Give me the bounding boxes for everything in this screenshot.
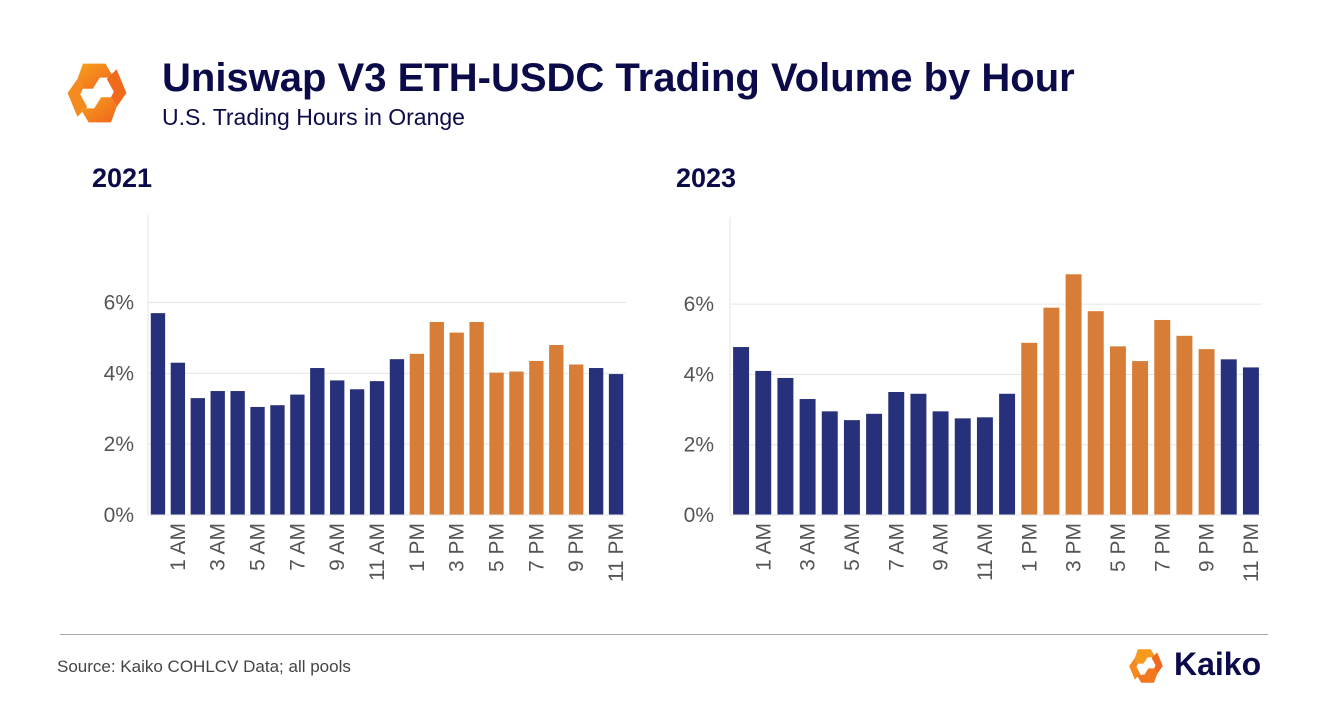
bar — [1132, 361, 1149, 515]
bar — [290, 394, 305, 515]
panel-title-2023: 2023 — [676, 163, 737, 193]
x-tick-label: 3 PM — [446, 523, 469, 572]
bar — [250, 406, 265, 515]
bar — [409, 353, 425, 515]
bar — [429, 321, 444, 515]
chart-subtitle: U.S. Trading Hours in Orange — [162, 104, 465, 130]
y-tick-label: 0% — [104, 504, 134, 527]
x-tick-label: 1 PM — [406, 523, 429, 572]
bar-chart-2021: 0% 2% 4% 6% 1 AM 3 AM 5 AM 7 AM 9 AM 11 AM 1 PM 3 P… — [104, 215, 628, 582]
bar — [1021, 342, 1038, 515]
bar — [821, 411, 838, 515]
bar — [389, 359, 405, 515]
x-tick-label: 5 PM — [1107, 523, 1130, 572]
bar — [569, 364, 584, 515]
x-tick-label: 3 PM — [1063, 523, 1086, 572]
bar — [755, 370, 772, 515]
bar — [330, 380, 345, 515]
bar — [369, 381, 385, 515]
x-tick-label: 9 AM — [930, 523, 953, 571]
bar — [230, 391, 245, 515]
x-tick-label: 11 AM — [366, 523, 389, 581]
x-tick-label: 1 AM — [167, 523, 190, 571]
bar — [310, 368, 325, 515]
bar — [1154, 319, 1171, 515]
x-tick-label: 9 AM — [326, 523, 349, 571]
footer-divider — [60, 634, 1268, 635]
x-tick-label: 1 AM — [752, 523, 775, 571]
bar — [843, 420, 860, 515]
bar — [529, 360, 544, 515]
bar — [469, 321, 484, 515]
bar — [449, 332, 464, 515]
x-tick-label: 5 AM — [247, 523, 270, 571]
bar — [1242, 367, 1259, 515]
bar — [866, 413, 883, 515]
x-tick-label: 3 AM — [797, 523, 820, 571]
x-tick-label: 11 AM — [974, 523, 997, 581]
bar — [509, 371, 524, 515]
y-tick-label: 4% — [684, 363, 714, 386]
y-tick-label: 0% — [684, 504, 714, 527]
y-tick-label: 6% — [684, 293, 714, 316]
bar — [549, 345, 564, 515]
x-tick-label: 7 PM — [525, 523, 548, 572]
bar — [1220, 359, 1237, 515]
x-tick-label: 7 PM — [1151, 523, 1174, 572]
brand-name: Kaiko — [1174, 646, 1262, 682]
x-tick-label: 7 AM — [885, 523, 908, 571]
x-tick-label: 7 AM — [286, 523, 309, 571]
kaiko-brand: Kaiko — [1126, 644, 1286, 688]
bar — [1087, 311, 1104, 515]
x-tick-label: 9 PM — [565, 523, 588, 572]
bar — [489, 372, 504, 515]
y-tick-label: 2% — [684, 434, 714, 457]
bar — [888, 392, 905, 515]
bar — [910, 393, 927, 515]
bar — [976, 417, 993, 515]
bar — [1109, 346, 1126, 515]
x-tick-label: 3 AM — [207, 523, 230, 571]
x-tick-label: 5 PM — [486, 523, 509, 572]
x-tick-label: 1 PM — [1018, 523, 1041, 572]
bar — [270, 405, 285, 515]
bar — [1043, 307, 1060, 515]
y-tick-label: 6% — [104, 292, 134, 315]
kaiko-logo-icon — [67, 63, 127, 123]
bar-chart-2023: 0% 2% 4% 6% 1 AM 3 AM 5 AM 7 AM 9 AM 11 AM 1 PM 3 P… — [684, 217, 1263, 582]
x-tick-label: 11 PM — [605, 523, 628, 582]
panel-title-2021: 2021 — [92, 163, 153, 193]
x-tick-label: 5 AM — [841, 523, 864, 571]
bar — [190, 398, 205, 515]
bar — [150, 313, 166, 515]
bar — [799, 399, 816, 515]
bar — [999, 393, 1016, 515]
bar — [932, 411, 949, 515]
bar — [733, 347, 750, 515]
bar — [1065, 274, 1082, 515]
bar — [1176, 335, 1193, 515]
bar — [777, 377, 794, 515]
bar — [588, 368, 604, 515]
bar — [1198, 349, 1215, 515]
bar — [608, 374, 624, 515]
bar — [210, 391, 225, 515]
bar — [170, 362, 186, 515]
kaiko-brand-icon — [1129, 649, 1163, 683]
chart-title: Uniswap V3 ETH-USDC Trading Volume by Ho… — [162, 56, 1075, 100]
x-tick-label: 11 PM — [1240, 523, 1263, 582]
y-tick-label: 2% — [104, 433, 134, 456]
bar — [954, 418, 971, 515]
y-tick-label: 4% — [104, 362, 134, 385]
x-tick-label: 9 PM — [1196, 523, 1219, 572]
source-note: Source: Kaiko COHLCV Data; all pools — [57, 657, 351, 676]
bar — [349, 389, 365, 515]
